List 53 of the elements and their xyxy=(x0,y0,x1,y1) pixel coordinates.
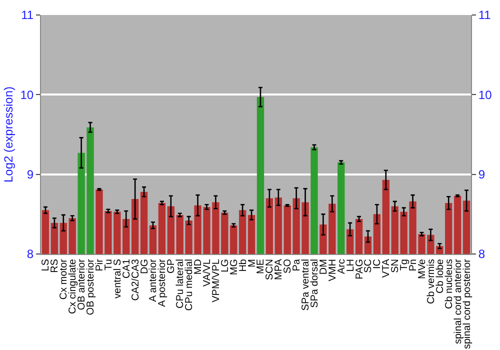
x-tick-label: MVe xyxy=(416,258,428,280)
x-tick-label: SCN xyxy=(264,259,276,280)
x-tick-label: Hb xyxy=(238,258,249,272)
x-tick-label: ME xyxy=(256,258,267,274)
x-tick-label: spinal cord posterior xyxy=(462,258,473,350)
x-tick-label: Tg xyxy=(399,259,410,271)
y2-tick-label: 8 xyxy=(478,247,486,262)
x-tick-label: VPM/VPL xyxy=(210,258,222,302)
x-tick-label: CA1 xyxy=(121,258,132,278)
y-axis-title: Log2 (expression) xyxy=(2,86,16,183)
y-tick-label: 8 xyxy=(26,247,34,262)
x-tick-label: Tu xyxy=(103,259,114,270)
x-tick-label: M xyxy=(246,259,258,268)
y-tick-label: 11 xyxy=(21,8,34,22)
x-tick-label: DG xyxy=(139,258,150,274)
x-tick-label: Arc xyxy=(336,259,348,274)
x-tick-label: RS xyxy=(50,258,61,273)
x-tick-label: Cx cingulate xyxy=(68,258,79,314)
x-tick-label: LS xyxy=(40,258,52,272)
x-tick-label: VA/VL xyxy=(202,258,213,287)
x-tick-label: LH xyxy=(345,259,356,272)
y2-tick-label: 9 xyxy=(478,168,486,182)
x-tick-label: DM xyxy=(318,259,330,275)
y-tick-label: 9 xyxy=(26,168,34,182)
y2-tick-label: 10 xyxy=(478,88,492,102)
x-tick-label: SN xyxy=(390,259,402,273)
x-tick-label: VTA xyxy=(381,258,392,278)
x-tick-label: Pn xyxy=(408,259,420,272)
x-tick-label: VMH xyxy=(327,259,338,282)
x-tick-label: MG xyxy=(228,258,240,276)
x-tick-label: OB anterior xyxy=(76,258,88,310)
x-tick-label: Cb vermis xyxy=(426,259,437,304)
x-tick-label: spinal cord anterior xyxy=(452,258,464,344)
y-tick-label: 10 xyxy=(20,88,34,102)
x-tick-label: IC xyxy=(372,259,384,269)
x-tick-label: SO xyxy=(282,258,294,274)
x-tick-label: A posterior xyxy=(157,258,168,307)
y2-tick-label: 11 xyxy=(478,8,492,22)
x-tick-label: SPa dorsal xyxy=(309,259,320,308)
x-tick-label: LG xyxy=(220,258,231,272)
x-tick-label: A anterior xyxy=(148,258,160,302)
x-tick-label: CPu medial xyxy=(184,259,196,311)
x-tick-label: Pa xyxy=(292,258,303,272)
x-tick-label: PAG xyxy=(354,258,366,280)
x-tick-label: OB posterior xyxy=(86,258,97,316)
x-tick-label: MPA xyxy=(274,258,285,280)
x-tick-label: CA2/CA3 xyxy=(130,258,142,301)
x-tick-label: GP xyxy=(166,258,178,274)
x-tick-label: ventral S xyxy=(112,258,124,298)
x-tick-label: SC xyxy=(363,259,374,273)
x-tick-label: Cb lobe xyxy=(434,258,446,294)
x-tick-label: Cb nucleus xyxy=(444,259,455,310)
x-tick-label: Pir xyxy=(94,258,106,272)
